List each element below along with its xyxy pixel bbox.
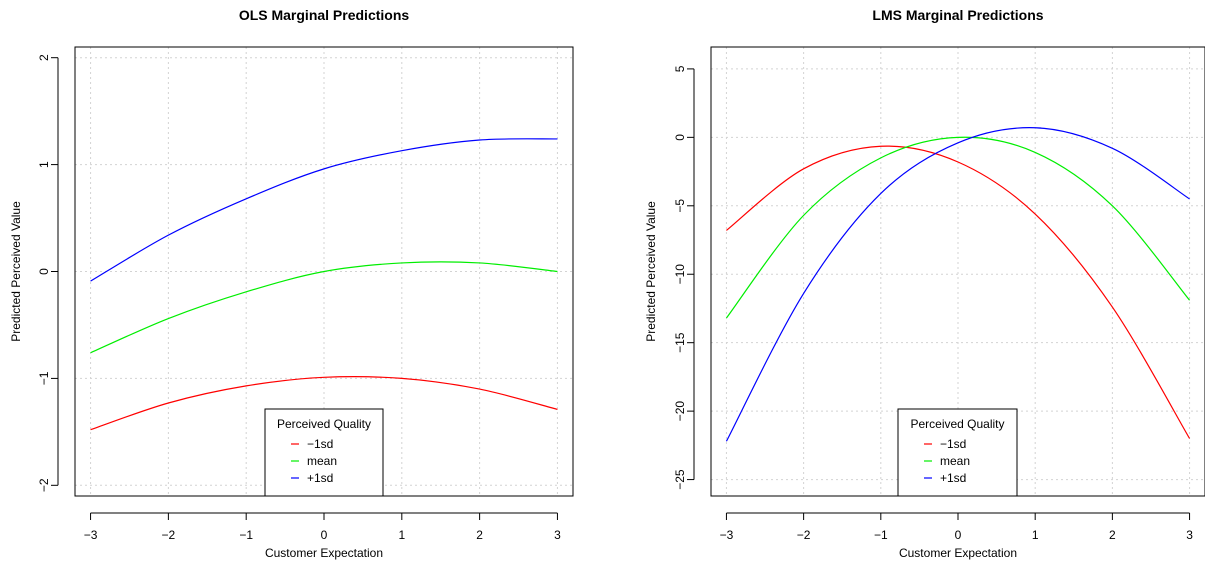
x-tick-label: 0 bbox=[321, 528, 328, 542]
x-tick-label: 3 bbox=[1186, 528, 1193, 542]
x-tick-label: 1 bbox=[398, 528, 405, 542]
legend: Perceived Quality −1sd mean +1sd bbox=[264, 408, 384, 497]
legend-title: Perceived Quality bbox=[910, 417, 1004, 431]
legend: Perceived Quality −1sd mean +1sd bbox=[897, 408, 1018, 497]
series-line-1 bbox=[90, 261, 558, 354]
x-tick-label: −1 bbox=[239, 528, 253, 542]
legend-label-1: mean bbox=[307, 454, 337, 468]
x-tick-label: 3 bbox=[554, 528, 561, 542]
x-tick-label: 1 bbox=[1032, 528, 1039, 542]
y-tick-label: 0 bbox=[37, 268, 51, 275]
series-line-2 bbox=[725, 127, 1190, 442]
y-tick-label: 2 bbox=[37, 54, 51, 61]
chart-title: OLS Marginal Predictions bbox=[239, 7, 410, 23]
y-tick-label: −1 bbox=[37, 371, 51, 385]
series-line-0 bbox=[726, 145, 1191, 439]
y-tick-label: −10 bbox=[673, 264, 687, 285]
legend-label-0: −1sd bbox=[307, 437, 333, 451]
x-tick-label: −3 bbox=[720, 528, 734, 542]
series-line-0 bbox=[90, 376, 558, 431]
y-tick-label: −15 bbox=[673, 332, 687, 353]
y-tick-label: −25 bbox=[673, 469, 687, 490]
y-tick-label: −5 bbox=[673, 199, 687, 213]
legend-label-1: mean bbox=[940, 454, 970, 468]
y-tick-label: −20 bbox=[673, 401, 687, 422]
x-tick-label: −2 bbox=[162, 528, 176, 542]
legend-title: Perceived Quality bbox=[277, 417, 371, 431]
x-tick-label: 2 bbox=[476, 528, 483, 542]
y-tick-label: 1 bbox=[37, 161, 51, 168]
x-tick-label: −1 bbox=[874, 528, 888, 542]
y-axis-label: Predicted Perceived Value bbox=[644, 201, 658, 342]
y-axis-label: Predicted Perceived Value bbox=[9, 201, 23, 342]
chart-title: LMS Marginal Predictions bbox=[872, 7, 1043, 23]
chart-panel-2: LMS Marginal Predictions−3 −2 −1 0 1 2 3−25−20… bbox=[644, 7, 1205, 560]
x-tick-label: −3 bbox=[84, 528, 98, 542]
x-tick-label: −2 bbox=[797, 528, 811, 542]
x-tick-label: 0 bbox=[955, 528, 962, 542]
y-tick-label: 5 bbox=[673, 65, 687, 72]
series-line-2 bbox=[90, 138, 558, 282]
legend-label-2: +1sd bbox=[940, 471, 966, 485]
legend-box bbox=[897, 408, 1018, 497]
y-tick-label: −2 bbox=[37, 478, 51, 492]
y-tick-label: 0 bbox=[673, 134, 687, 141]
x-tick-label: 2 bbox=[1109, 528, 1116, 542]
legend-label-2: +1sd bbox=[307, 471, 333, 485]
x-axis-label: Customer Expectation bbox=[899, 546, 1017, 560]
legend-box bbox=[264, 408, 384, 497]
x-axis-label: Customer Expectation bbox=[265, 546, 383, 560]
series-line-1 bbox=[725, 136, 1191, 319]
legend-label-0: −1sd bbox=[940, 437, 966, 451]
chart-panel-1: OLS Marginal Predictions −3 −2 −1 0 1 2 3 −2 −1 0 1… bbox=[9, 7, 574, 560]
